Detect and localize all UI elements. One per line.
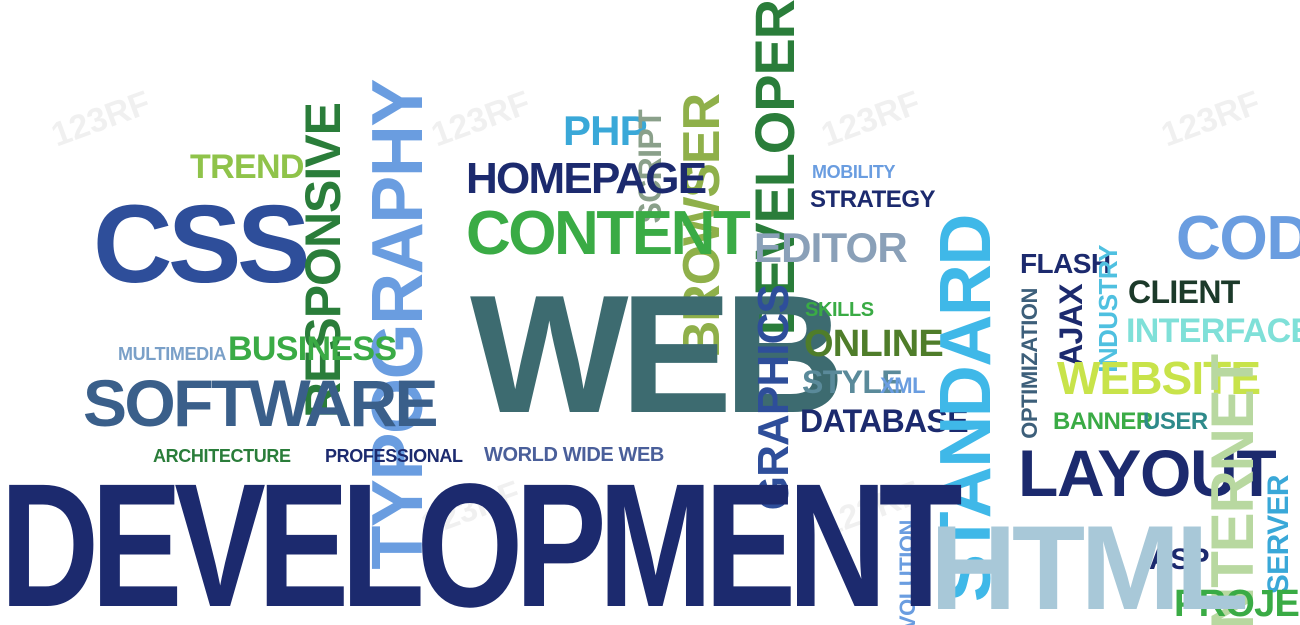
word-project: PROJECT [1174,583,1300,625]
word-world-wide-web: WORLD WIDE WEB [484,444,664,466]
watermark: 123RF [46,83,156,155]
word-skills: SKILLS [805,299,874,321]
word-online: ONLINE [804,323,944,365]
word-mobility: MOBILITY [812,162,896,182]
word-architecture: ARCHITECTURE [153,446,291,466]
watermark: 123RF [816,83,926,155]
word-trend: TREND [190,148,304,186]
word-interface: INTERFACE [1126,312,1300,350]
word-banner: BANNER [1053,408,1153,435]
word-style: STYLE [802,364,903,400]
word-code: CODE [1176,204,1300,273]
word-layout: LAYOUT [1018,436,1277,510]
word-multimedia: MULTIMEDIA [118,344,227,364]
watermark: 123RF [426,83,536,155]
word-website: WEBSITE [1057,352,1261,404]
word-development: DEVELOPMENT [0,448,963,625]
word-strategy: STRATEGY [810,186,936,213]
word-software: SOFTWARE [83,366,439,440]
word-css: CSS [93,183,310,306]
word-php: PHP [563,107,648,154]
word-xml: XML [880,373,926,398]
word-content: CONTENT [466,199,751,268]
word-business: BUSINESS [228,330,397,368]
word-web: WEB [470,260,845,448]
word-optimization: OPTIMIZATION [1017,288,1042,439]
watermark: 123RF [1156,83,1266,155]
word-server: SERVER [1262,475,1295,595]
word-asp: ASP [1149,543,1209,576]
word-user: USER [1143,408,1208,435]
word-database: DATABASE [800,403,969,439]
word-client: CLIENT [1128,274,1240,310]
word-flash: FLASH [1020,248,1111,279]
word-professional: PROFESSIONAL [325,446,463,466]
word-html: HTML [930,501,1249,625]
word-homepage: HOMEPAGE [466,154,707,203]
word-editor: EDITOR [754,224,908,271]
